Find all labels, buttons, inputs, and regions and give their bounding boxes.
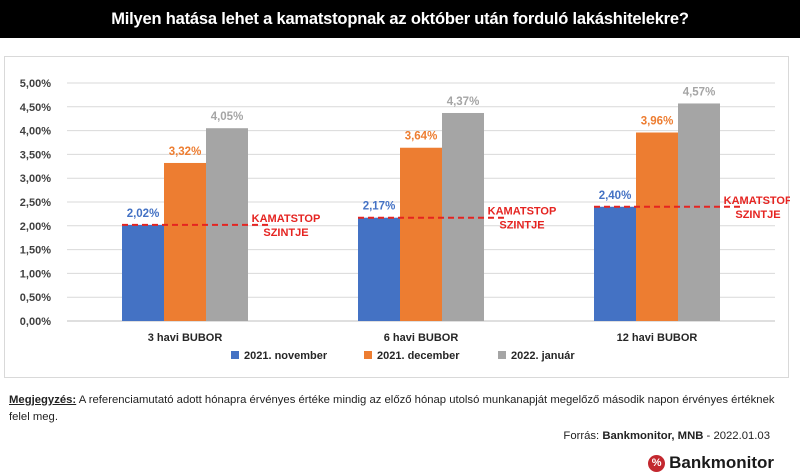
y-tick-label: 1,50% [20, 245, 51, 257]
kamatstop-label: SZINTJE [735, 209, 780, 221]
data-label: 3,64% [405, 131, 438, 143]
footnote-text: A referenciamutató adott hónapra érvénye… [9, 394, 775, 423]
x-tick-label: 3 havi BUBOR [148, 332, 223, 344]
y-tick-label: 0,50% [20, 292, 51, 304]
brand-name: Bankmonitor [669, 453, 774, 472]
legend-label: 2021. december [377, 350, 460, 362]
data-label: 2,40% [599, 190, 632, 202]
x-tick-label: 6 havi BUBOR [384, 332, 459, 344]
legend-label: 2022. január [511, 350, 575, 362]
y-tick-label: 0,00% [20, 316, 51, 328]
percent-icon: % [648, 454, 666, 472]
x-tick-label: 12 havi BUBOR [617, 332, 698, 344]
footnote-label: Megjegyzés: [9, 394, 77, 406]
bar-chart: 0,00% 0,50% 1,00% 1,50% 2,00% 2,50% 3,00% 3,50%… [20, 78, 790, 362]
kamatstop-label: KAMATSTOP [724, 195, 790, 207]
kamatstop-label: SZINTJE [499, 220, 544, 232]
legend-swatch [498, 351, 506, 359]
data-label: 4,05% [211, 111, 244, 123]
source-line: Forrás: Bankmonitor, MNB - 2022.01.03 [563, 430, 770, 442]
y-tick-label: 4,00% [20, 126, 51, 138]
y-tick-label: 1,00% [20, 268, 51, 280]
source-name: Bankmonitor, MNB [602, 430, 704, 442]
chart-area: 0,00% 0,50% 1,00% 1,50% 2,00% 2,50% 3,00% 3,50%… [4, 56, 790, 378]
y-tick-label: 3,00% [20, 173, 51, 185]
data-label: 3,32% [169, 146, 202, 158]
y-tick-label: 2,00% [20, 221, 51, 233]
data-label: 2,17% [363, 201, 396, 213]
kamatstop-label: KAMATSTOP [488, 206, 557, 218]
kamatstop-label: KAMATSTOP [252, 213, 321, 225]
source-date: - 2022.01.03 [703, 430, 770, 442]
kamatstop-label: SZINTJE [263, 227, 308, 239]
legend-label: 2021. november [244, 350, 328, 362]
chart-title: Milyen hatása lehet a kamatstopnak az ok… [0, 0, 800, 38]
y-tick-label: 2,50% [20, 197, 51, 209]
brand-logo: % Bankmonitor [648, 452, 774, 474]
bar [358, 217, 400, 321]
y-tick-label: 5,00% [20, 78, 51, 90]
legend-swatch [364, 351, 372, 359]
data-label: 4,37% [447, 96, 480, 108]
bar [678, 103, 720, 321]
bar [122, 224, 164, 321]
data-label: 2,02% [127, 208, 160, 220]
bar [400, 147, 442, 321]
bar [594, 206, 636, 321]
y-tick-label: 3,50% [20, 149, 51, 161]
bar [164, 162, 206, 321]
bar [636, 132, 678, 321]
legend-swatch [231, 351, 239, 359]
data-label: 3,96% [641, 116, 674, 128]
y-tick-label: 4,50% [20, 102, 51, 114]
source-prefix: Forrás: [563, 430, 603, 442]
data-label: 4,57% [683, 86, 716, 98]
footnote: Megjegyzés: A referenciamutató adott hón… [9, 392, 789, 426]
